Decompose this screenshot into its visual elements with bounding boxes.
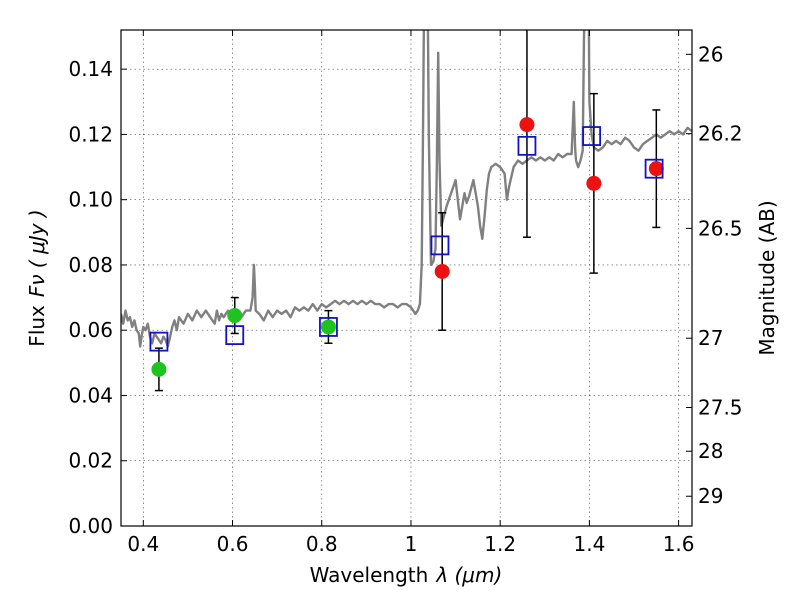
x-tick-label: 1 xyxy=(405,532,418,556)
model-spectrum-line xyxy=(121,30,692,348)
x-tick-label: 1.6 xyxy=(663,532,695,556)
data-point xyxy=(151,361,167,377)
mag-tick-label: 26.2 xyxy=(698,122,743,146)
data-point xyxy=(519,117,535,133)
model-square-marker xyxy=(517,135,537,156)
plot-content xyxy=(121,30,692,392)
model-square-marker xyxy=(430,235,450,256)
y-tick-label: 0.04 xyxy=(68,383,113,407)
mag-tick-label: 27 xyxy=(698,326,723,350)
y-tick-label: 0.12 xyxy=(68,122,113,146)
model-square-marker xyxy=(225,325,245,346)
data-point xyxy=(434,263,450,279)
model-square-marker xyxy=(644,158,664,179)
axis-ticks: 0.4 0.6 0.8 1 1.2 1.4 1.6 0.00 0.02 0.04 0.06 0.08 0… xyxy=(68,30,743,556)
x-tick-label: 0.8 xyxy=(306,532,338,556)
plot-area xyxy=(121,30,692,526)
mag-tick-label: 26.5 xyxy=(698,216,743,240)
x-axis-label: Wavelength λ (μm) xyxy=(310,563,503,587)
y-tick-label: 0.08 xyxy=(68,253,113,277)
y-axis-label: FluxFν ( μJy ) xyxy=(25,209,49,346)
x-tick-label: 1.4 xyxy=(573,532,605,556)
y-tick-label: 0.10 xyxy=(68,188,113,212)
data-point xyxy=(586,175,602,191)
data-point xyxy=(648,161,664,177)
x-tick-label: 0.4 xyxy=(127,532,159,556)
data-point xyxy=(320,319,336,335)
model-square-marker xyxy=(149,331,169,352)
mag-tick-label: 28 xyxy=(698,439,723,463)
data-point xyxy=(227,308,243,324)
x-tick-label: 0.6 xyxy=(217,532,249,556)
y-tick-label: 0.06 xyxy=(68,318,113,342)
mag-tick-label: 27.5 xyxy=(698,396,743,420)
model-square-marker xyxy=(582,126,602,146)
y-tick-label: 0.00 xyxy=(68,514,113,538)
plot-frame xyxy=(120,29,693,527)
y-tick-label: 0.14 xyxy=(68,57,113,81)
y2-axis-label: Magnitude (AB) xyxy=(755,200,779,355)
model-square-marker xyxy=(319,317,338,337)
y-tick-label: 0.02 xyxy=(68,449,113,473)
x-tick-label: 1.2 xyxy=(484,532,516,556)
mag-tick-label: 26 xyxy=(698,42,723,66)
mag-tick-label: 29 xyxy=(698,484,723,508)
